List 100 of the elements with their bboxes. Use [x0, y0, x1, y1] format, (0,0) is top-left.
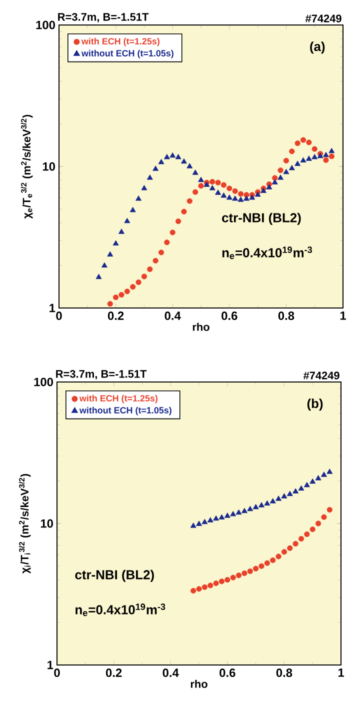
point	[328, 154, 334, 160]
point	[276, 496, 282, 501]
point	[218, 578, 225, 584]
point	[287, 545, 293, 551]
point	[252, 504, 259, 510]
point	[192, 189, 198, 195]
x-tick-label: 0.8	[278, 312, 294, 320]
point	[294, 140, 300, 146]
point	[213, 580, 219, 586]
point	[249, 194, 256, 200]
point	[270, 557, 276, 564]
point	[292, 488, 299, 494]
point	[113, 294, 119, 300]
chart-title: R=3.7m, B=-1.51T	[56, 370, 147, 380]
point	[322, 152, 329, 158]
chart-subtitle: #74249	[305, 14, 342, 22]
legend-label: without ECH (t=1.05s)	[79, 406, 172, 416]
point	[294, 160, 301, 166]
point	[298, 536, 304, 542]
point	[270, 498, 276, 504]
point	[181, 208, 187, 214]
y-tick-label: 100	[36, 20, 55, 30]
point	[264, 500, 270, 506]
point	[107, 251, 114, 257]
point	[226, 194, 232, 200]
x-tick-label: 0.6	[222, 312, 238, 320]
point	[310, 526, 316, 532]
annotation: ctr-NBI (BL2)	[222, 212, 301, 225]
point	[152, 166, 159, 171]
point	[198, 183, 204, 189]
point	[175, 154, 182, 160]
x-tick-label: 0.2	[106, 668, 122, 677]
x-tick-label: 0	[54, 668, 60, 677]
point	[321, 514, 327, 520]
point	[136, 196, 142, 201]
legend-label: without ECH (t=1.05s)	[81, 50, 174, 58]
point	[241, 508, 248, 514]
point	[198, 176, 204, 182]
annotation: n$_{e}$=0.4x10$^{19}$m$^{-3}$	[222, 246, 312, 260]
text: χ$_{e}$/T$_{e}$$^{3/2}$ (m$^{2}$/s/keV$^{3/2}$)	[20, 114, 33, 219]
point	[209, 185, 216, 190]
y-tick-label: 1	[50, 304, 56, 312]
point	[278, 168, 284, 174]
point	[141, 185, 148, 190]
point	[192, 170, 198, 175]
point	[292, 540, 298, 547]
point	[276, 554, 282, 560]
point	[213, 515, 220, 521]
point	[218, 514, 225, 520]
point	[278, 174, 284, 180]
point	[118, 228, 124, 234]
point	[323, 157, 329, 163]
point	[230, 510, 236, 516]
point	[266, 184, 272, 190]
annotation: n$_{e}$=0.4x10$^{19}$m$^{-3}$	[76, 604, 166, 616]
point	[170, 152, 176, 158]
y-tick-label: 1	[48, 660, 54, 670]
point	[306, 156, 312, 161]
point	[236, 572, 242, 578]
point	[312, 146, 318, 152]
point	[243, 196, 250, 201]
point	[196, 520, 202, 526]
x-tick-label: 1	[338, 668, 344, 677]
point	[164, 154, 170, 160]
point	[207, 517, 214, 522]
x-axis-title: rho	[192, 322, 210, 331]
point	[298, 485, 304, 491]
point	[147, 266, 153, 272]
point	[300, 157, 306, 162]
point	[281, 493, 288, 498]
point	[281, 549, 287, 555]
point	[328, 148, 335, 154]
point	[186, 163, 193, 168]
point	[202, 584, 208, 590]
point	[107, 301, 113, 307]
point	[220, 182, 227, 188]
point	[220, 192, 227, 198]
point	[312, 154, 318, 160]
point	[315, 475, 322, 480]
point	[238, 191, 244, 197]
annotation: ctr-NBI (BL2)	[75, 570, 154, 582]
point	[300, 137, 306, 143]
point	[136, 279, 142, 286]
annotation: (b)	[307, 398, 323, 411]
point	[130, 284, 136, 290]
point	[258, 563, 264, 569]
point	[306, 140, 312, 146]
point	[208, 582, 214, 588]
point	[190, 588, 196, 594]
point	[164, 240, 170, 246]
point	[304, 531, 310, 538]
y-tick-label: 10	[40, 519, 53, 528]
point	[146, 174, 153, 180]
x-tick-label: 0.6	[220, 668, 236, 677]
point	[258, 502, 264, 508]
point	[254, 192, 261, 197]
point	[326, 506, 332, 513]
point	[315, 520, 322, 526]
point	[286, 490, 293, 496]
point	[226, 186, 232, 192]
